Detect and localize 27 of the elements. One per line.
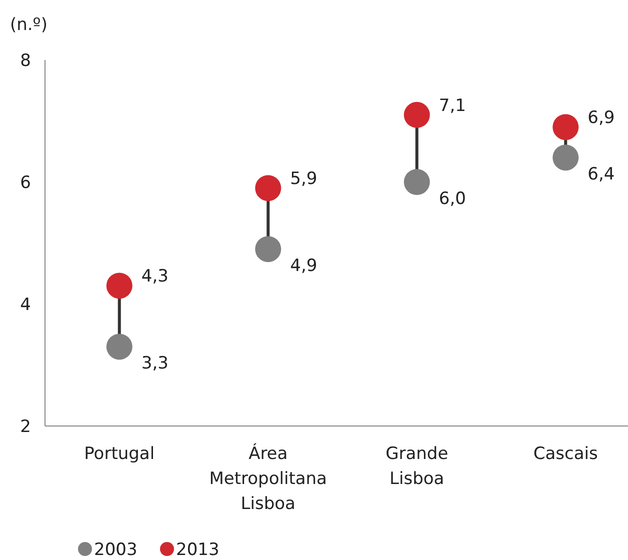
x-tick-label: Cascais [533,444,598,464]
data-label: 5,9 [290,169,318,190]
point [106,272,132,299]
y-tick-label: 4 [20,294,31,315]
data-label: 4,9 [290,256,318,276]
legend-label: 2013 [176,540,220,560]
data-label: 3,3 [141,354,168,374]
data-label: 6,0 [438,189,466,209]
point [404,169,430,195]
y-tick-label: 8 [20,50,31,71]
point [106,334,132,360]
point [255,236,282,262]
x-tick-label: Portugal [84,444,155,464]
point [552,144,579,171]
legend-label: 2003 [94,540,138,560]
y-tick-label: 2 [20,416,31,437]
y-axis-title: (n.º) [10,15,48,35]
data-label: 6,4 [588,164,615,185]
point [552,114,579,140]
x-tick-label: Grande Lisboa [386,444,448,489]
data-label: 4,3 [141,266,168,287]
y-tick-label: 6 [20,172,31,193]
point [404,102,430,128]
x-tick-label: Área Metropolitana Lisboa [209,443,327,514]
point [255,175,282,202]
data-label: 6,9 [588,108,615,128]
data-label: 7,1 [438,96,466,116]
